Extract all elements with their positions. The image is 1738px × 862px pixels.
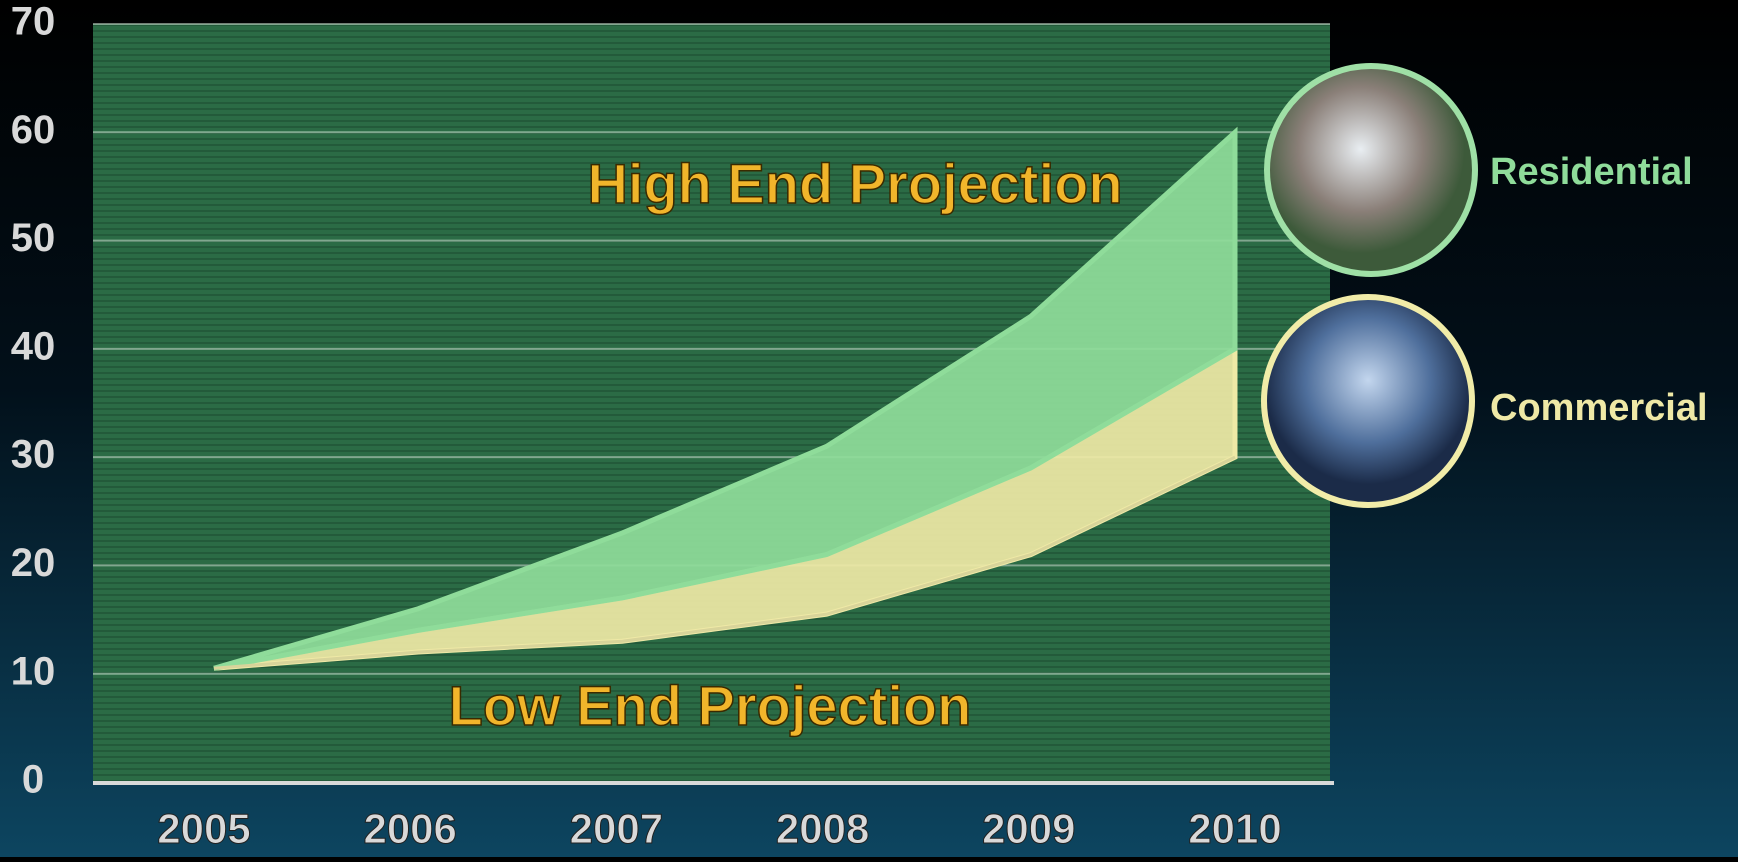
annotation: Low End Projection xyxy=(449,674,972,737)
y-tick-label: 70 xyxy=(11,0,56,44)
y-tick-label: 0 xyxy=(22,758,44,802)
x-tick-label: 2010 xyxy=(1188,805,1281,852)
y-tick-label: 60 xyxy=(11,108,56,152)
y-tick-label: 50 xyxy=(11,216,56,260)
commercial-image xyxy=(1264,297,1472,505)
x-tick-label: 2006 xyxy=(363,805,456,852)
chart: 0 10 20 30 40 50 60 70 2005 2006 2007 2008 2009 2010 H… xyxy=(0,0,1738,857)
y-tick-label: 40 xyxy=(11,324,56,368)
x-tick-label: 2005 xyxy=(157,805,250,852)
legend-label: Residential xyxy=(1490,151,1693,193)
legend-label: Commercial xyxy=(1490,387,1708,429)
x-tick-label: 2007 xyxy=(570,805,663,852)
annotation: High End Projection xyxy=(587,152,1122,215)
y-tick-label: 30 xyxy=(11,433,56,477)
page: {"chart_data": {"type": "area", "categor… xyxy=(0,0,1738,857)
residential-image xyxy=(1267,66,1475,274)
x-tick-label: 2009 xyxy=(982,805,1075,852)
x-tick-label: 2008 xyxy=(776,805,869,852)
y-tick-label: 20 xyxy=(11,541,56,585)
y-tick-label: 10 xyxy=(11,649,56,693)
